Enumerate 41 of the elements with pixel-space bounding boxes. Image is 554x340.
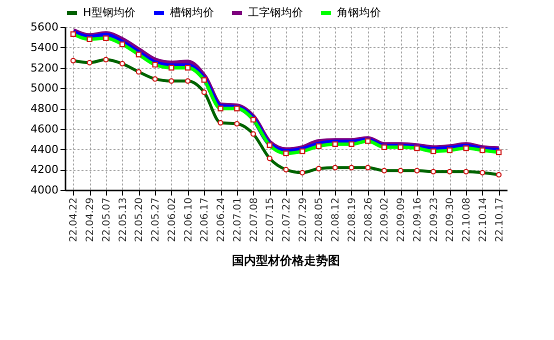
x-tick-label: 22.07.15 xyxy=(265,198,276,242)
x-tick-label: 22.09.30 xyxy=(445,198,456,242)
x-tick-label: 22.05.13 xyxy=(118,198,129,242)
text: 国内型材价格走势图 xyxy=(232,254,340,268)
x-tick-label: 22.09.09 xyxy=(396,198,408,242)
y-tick-label: 5400 xyxy=(30,40,58,54)
x-tick-label: 22.09.02 xyxy=(380,198,391,242)
x-tick-label: 22.05.07 xyxy=(101,198,112,242)
x-tick-label: 22.04.29 xyxy=(85,198,96,242)
x-tick-label: 22.09.23 xyxy=(428,198,440,242)
legend-label: 槽钢均价 xyxy=(170,6,214,19)
x-tick-label: 22.10.14 xyxy=(478,198,489,242)
x-tick-label: 22.08.26 xyxy=(363,198,374,242)
x-tick-label: 22.07.22 xyxy=(282,198,292,242)
y-tick-label: 4800 xyxy=(30,102,58,115)
x-tick-label: 22.09.16 xyxy=(412,198,424,242)
x-tick-label: 22.04.22 xyxy=(68,198,80,242)
x-tick-label: 22.05.27 xyxy=(150,198,162,242)
legend-label: H型钢均价 xyxy=(83,6,136,19)
x-tick-label: 22.10.17 xyxy=(494,198,506,242)
x-tick-label: 22.10.08 xyxy=(462,198,473,242)
y-tick-label: 4400 xyxy=(30,142,58,156)
x-tick-label: 22.06.10 xyxy=(183,198,194,242)
x-tick-label: 22.08.12 xyxy=(330,198,342,242)
y-tick-label: 5200 xyxy=(30,61,58,74)
y-tick-label: 4000 xyxy=(30,184,58,196)
x-tick-label: 22.08.05 xyxy=(314,198,326,242)
x-tick-label: 22.06.24 xyxy=(216,198,228,242)
x-tick-label: 22.06.17 xyxy=(200,198,211,242)
x-tick-label: 22.07.29 xyxy=(298,198,309,242)
x-tick-label: 22.07.08 xyxy=(248,198,260,242)
y-tick-label: 5000 xyxy=(30,82,58,95)
y-tick-label: 5600 xyxy=(30,20,58,34)
y-tick-label: 4600 xyxy=(30,122,58,136)
y-tick-label: 4200 xyxy=(30,163,58,176)
x-tick-label: 22.07.01 xyxy=(232,198,244,242)
x-tick-label: 22.08.19 xyxy=(346,198,358,242)
legend-label: 工字钢均价 xyxy=(248,6,303,19)
legend-label: 角钢均价 xyxy=(337,6,381,19)
x-tick-label: 22.05.20 xyxy=(134,198,146,242)
x-tick-label: 22.06.02 xyxy=(166,198,178,242)
